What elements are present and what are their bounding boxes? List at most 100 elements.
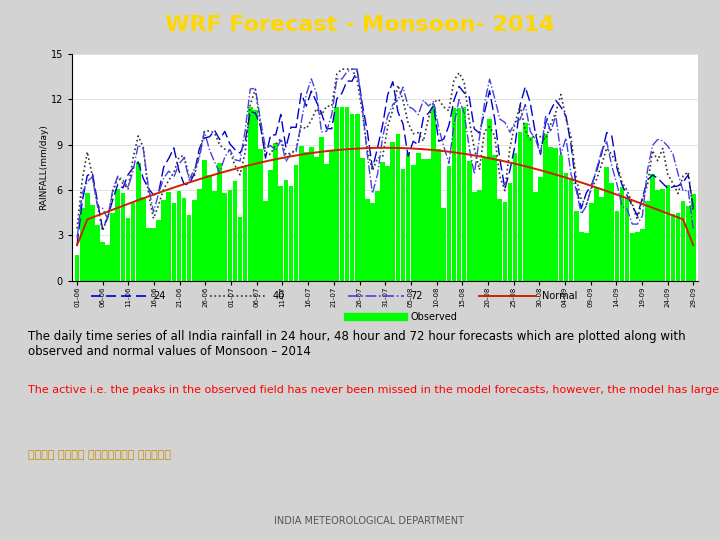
Bar xyxy=(161,200,166,281)
Bar xyxy=(681,200,685,281)
Bar xyxy=(233,181,238,281)
Bar xyxy=(212,191,217,281)
Text: भारत मौसम विज्ञान विभाग: भारत मौसम विज्ञान विभाग xyxy=(28,450,171,460)
Bar xyxy=(329,151,334,281)
Text: The active i.e. the peaks in the observed field has never been missed in the mod: The active i.e. the peaks in the observe… xyxy=(28,386,720,395)
Bar xyxy=(166,192,171,281)
Bar xyxy=(284,180,288,281)
Bar xyxy=(604,167,609,281)
Bar xyxy=(589,203,594,281)
Bar xyxy=(314,158,319,281)
Bar xyxy=(467,161,472,281)
Bar xyxy=(487,119,492,281)
Bar xyxy=(630,233,634,281)
Bar xyxy=(370,202,375,281)
Bar xyxy=(610,183,614,281)
Bar xyxy=(345,107,349,281)
Bar xyxy=(675,213,680,281)
Bar xyxy=(554,148,558,281)
Text: Normal: Normal xyxy=(541,291,577,301)
Bar xyxy=(426,159,431,281)
Bar xyxy=(151,228,156,281)
Bar xyxy=(574,211,578,281)
Bar xyxy=(146,228,150,281)
Bar xyxy=(436,149,441,281)
Text: Observed: Observed xyxy=(410,312,457,322)
Bar xyxy=(472,192,477,281)
Bar xyxy=(197,188,202,281)
Bar xyxy=(186,215,192,281)
Bar xyxy=(508,183,513,281)
Bar xyxy=(594,188,599,281)
Bar xyxy=(350,114,354,281)
Bar xyxy=(105,245,110,281)
Bar xyxy=(395,134,400,281)
Bar xyxy=(640,228,644,281)
Bar xyxy=(319,137,324,281)
Bar xyxy=(477,190,482,281)
Bar xyxy=(375,192,380,281)
Bar xyxy=(309,147,314,281)
Bar xyxy=(451,108,456,281)
Bar xyxy=(655,190,660,281)
Bar xyxy=(269,171,273,281)
Bar xyxy=(100,241,105,281)
Bar xyxy=(446,166,451,281)
Bar xyxy=(615,211,619,281)
Bar xyxy=(192,200,197,281)
Bar xyxy=(176,191,181,281)
Bar xyxy=(498,199,502,281)
Bar xyxy=(390,141,395,281)
Bar xyxy=(120,193,125,281)
Bar xyxy=(85,193,89,281)
Bar xyxy=(222,193,227,281)
Bar xyxy=(665,185,670,281)
Bar xyxy=(523,123,528,281)
Bar xyxy=(304,152,309,281)
Bar xyxy=(620,187,624,281)
Bar xyxy=(258,149,263,281)
Bar xyxy=(75,255,79,281)
Bar xyxy=(421,159,426,281)
Bar xyxy=(274,143,278,281)
Bar xyxy=(126,218,130,281)
Bar xyxy=(248,107,253,281)
Bar xyxy=(136,163,140,281)
Bar xyxy=(528,137,533,281)
Bar xyxy=(355,114,359,281)
Bar xyxy=(294,165,298,281)
Bar xyxy=(670,214,675,281)
Bar xyxy=(462,107,467,281)
Bar xyxy=(141,198,145,281)
Bar xyxy=(411,165,415,281)
Bar xyxy=(202,160,207,281)
Bar xyxy=(181,198,186,281)
Bar xyxy=(299,146,304,281)
Bar xyxy=(518,132,523,281)
Bar xyxy=(171,203,176,281)
Bar xyxy=(289,186,293,281)
Bar xyxy=(538,177,543,281)
Text: INDIA METEOROLOGICAL DEPARTMENT: INDIA METEOROLOGICAL DEPARTMENT xyxy=(274,516,464,526)
Bar xyxy=(416,153,420,281)
Bar xyxy=(401,168,405,281)
Bar xyxy=(335,107,339,281)
Bar xyxy=(110,213,115,281)
Bar xyxy=(549,147,553,281)
Bar xyxy=(441,208,446,281)
Bar xyxy=(156,220,161,281)
Bar xyxy=(365,199,369,281)
Bar xyxy=(645,201,650,281)
Bar xyxy=(431,107,436,281)
Bar xyxy=(264,200,268,281)
Bar xyxy=(625,198,629,281)
Bar xyxy=(406,153,410,281)
Text: WRF Forecast - Monsoon- 2014: WRF Forecast - Monsoon- 2014 xyxy=(166,15,554,35)
Bar xyxy=(207,176,212,281)
Bar xyxy=(564,173,568,281)
Text: 72: 72 xyxy=(410,291,423,301)
Bar xyxy=(660,190,665,281)
Bar xyxy=(238,217,243,281)
Bar xyxy=(243,166,248,281)
Bar xyxy=(584,233,589,281)
